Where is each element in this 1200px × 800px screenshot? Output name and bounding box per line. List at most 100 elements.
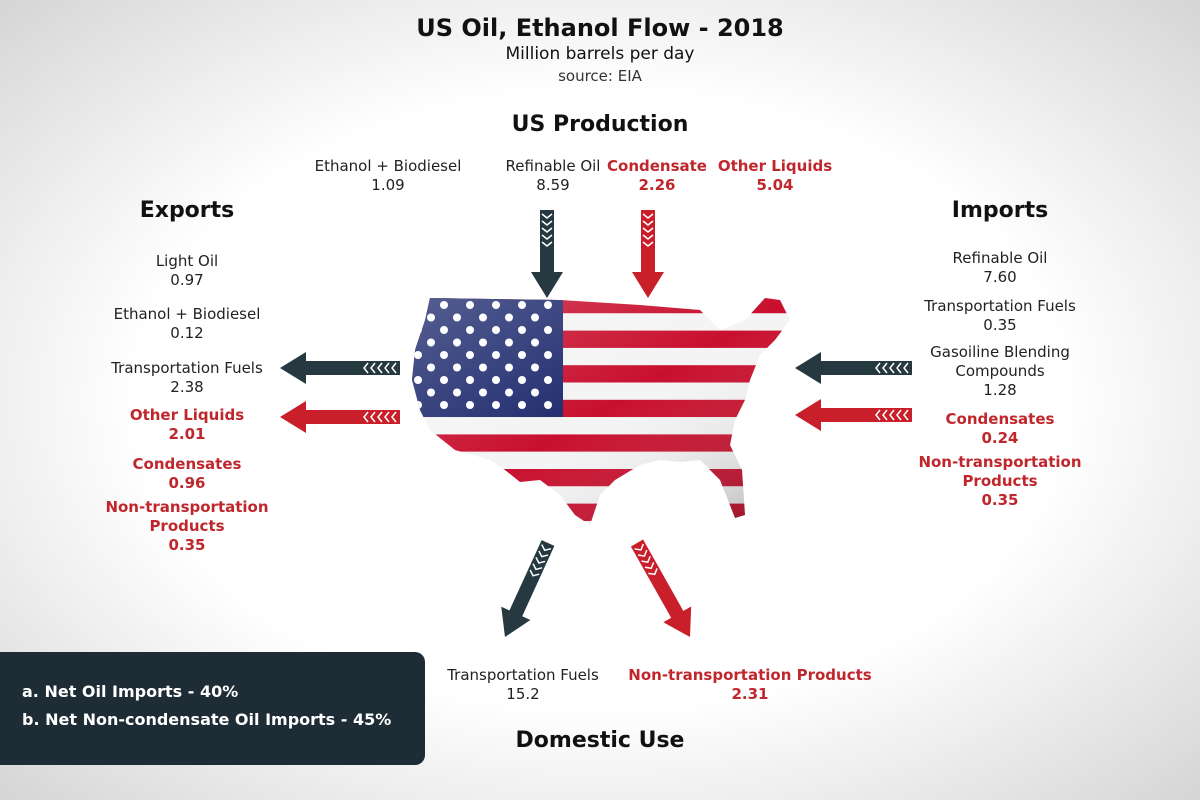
- flow-label: Condensates: [132, 455, 242, 473]
- flow-label: Ethanol + Biodiesel: [314, 157, 462, 175]
- flow-value: 1.28: [983, 381, 1017, 399]
- flow-value: 1.09: [371, 176, 405, 194]
- section-heading: US Production: [511, 112, 689, 137]
- flow-value: 2.31: [731, 685, 769, 703]
- arrow-chevron: [384, 411, 390, 423]
- arrow-head: [531, 272, 563, 298]
- flow-value: 5.04: [756, 176, 794, 194]
- flow-label: Condensates: [945, 410, 1055, 428]
- flow-label: Refinable Oil: [952, 249, 1048, 267]
- arrow-chevron: [882, 409, 888, 421]
- arrow-chevron: [541, 220, 553, 226]
- flow-item: Transportation Fuels 0.35: [905, 297, 1095, 335]
- arrow-shaft: [630, 539, 685, 620]
- arrow-chevron: [541, 213, 553, 219]
- notes-box: a. Net Oil Imports - 40% b. Net Non-cond…: [0, 652, 425, 765]
- arrow-chevron: [541, 544, 552, 552]
- flow-value: 2.26: [638, 176, 676, 194]
- arrow-chevron: [641, 555, 651, 564]
- flow-label: Refinable Oil: [505, 157, 601, 175]
- flow-value: 0.97: [170, 271, 204, 289]
- arrow: [795, 399, 912, 431]
- flow-value: 0.12: [170, 324, 204, 342]
- arrow-chevron: [889, 409, 895, 421]
- section-heading: Imports: [951, 198, 1049, 223]
- arrow-shaft: [304, 410, 400, 424]
- arrow-shaft: [819, 408, 912, 422]
- arrow-chevron: [903, 409, 909, 421]
- arrow: [630, 539, 692, 638]
- flow-value: 2.38: [170, 378, 204, 396]
- arrow-chevron: [903, 362, 909, 374]
- arrow-chevron: [889, 362, 895, 374]
- arrow-chevron: [642, 213, 654, 219]
- arrow-chevron: [363, 411, 369, 423]
- flow-label: Light Oil: [155, 252, 219, 270]
- subtitle: Million barrels per day: [505, 44, 695, 64]
- flow-value: 0.35: [983, 316, 1017, 334]
- flow-value: 0.96: [168, 474, 206, 492]
- flow-item: Refinable Oil 8.59: [468, 157, 638, 195]
- arrow-chevron: [363, 362, 369, 374]
- flow-item: Gasoiline Blending Compounds 1.28: [905, 343, 1095, 400]
- arrow: [280, 401, 400, 433]
- note: a. Net Oil Imports - 40%: [22, 682, 239, 701]
- flow-value: 8.59: [536, 176, 570, 194]
- flow-value: 0.35: [168, 536, 206, 554]
- arrow-chevron: [637, 549, 648, 557]
- arrow: [501, 540, 555, 637]
- arrow-chevron: [532, 563, 543, 571]
- arrow-head: [280, 401, 306, 433]
- flow-label: Non-transportation Products: [918, 453, 1082, 490]
- flow-item: Condensate 2.26: [572, 157, 742, 195]
- arrow-head: [501, 606, 531, 637]
- arrow-chevron: [377, 411, 383, 423]
- arrow-chevron: [370, 411, 376, 423]
- arrow: [280, 352, 400, 384]
- arrow-head: [663, 606, 692, 638]
- arrow-chevron: [541, 234, 553, 240]
- flow-label: Other Liquids: [717, 157, 833, 175]
- flow-item: Non-transportation Products 0.35: [92, 498, 282, 555]
- flow-item: Other Liquids 5.04: [690, 157, 860, 195]
- arrow-chevron: [896, 409, 902, 421]
- arrow-shaft: [540, 210, 554, 274]
- section-heading: Domestic Use: [515, 728, 685, 753]
- arrow-chevron: [875, 362, 881, 374]
- arrow-chevron: [391, 362, 397, 374]
- arrow-chevron: [634, 543, 645, 551]
- flow-value: 7.60: [983, 268, 1017, 286]
- arrow-chevron: [648, 568, 658, 576]
- flow-label: Non-transportation Products: [105, 498, 269, 535]
- arrow-head: [795, 352, 821, 384]
- flow-label: Other Liquids: [129, 406, 245, 424]
- flow-item: Non-transportation Products 2.31: [620, 666, 880, 704]
- arrow-chevron: [642, 220, 654, 226]
- arrow-chevron: [642, 234, 654, 240]
- arrow-shaft: [304, 361, 400, 375]
- flow-label: Condensate: [607, 157, 707, 175]
- arrow-chevron: [377, 362, 383, 374]
- flow-item: Transportation Fuels 2.38: [92, 359, 282, 397]
- arrow-chevron: [541, 241, 553, 247]
- arrow-shaft: [508, 540, 555, 619]
- arrow-head: [795, 399, 821, 431]
- arrow-chevron: [882, 362, 888, 374]
- arrow-head: [280, 352, 306, 384]
- arrow-chevron: [529, 569, 540, 577]
- flow-item: Refinable Oil 7.60: [905, 249, 1095, 287]
- arrow-chevron: [896, 362, 902, 374]
- flow-item: Condensates 0.96: [92, 455, 282, 493]
- flow-label: Gasoiline Blending Compounds: [930, 343, 1070, 380]
- arrow-chevron: [875, 409, 881, 421]
- arrow-shaft: [819, 361, 912, 375]
- flow-item: Ethanol + Biodiesel 0.12: [92, 305, 282, 343]
- arrow-chevron: [541, 227, 553, 233]
- arrow: [795, 352, 912, 384]
- arrow-chevron: [538, 550, 549, 558]
- note: b. Net Non-condensate Oil Imports - 45%: [22, 710, 392, 729]
- title: US Oil, Ethanol Flow - 2018: [416, 14, 784, 42]
- arrow-chevron: [370, 362, 376, 374]
- flow-value: 2.01: [168, 425, 206, 443]
